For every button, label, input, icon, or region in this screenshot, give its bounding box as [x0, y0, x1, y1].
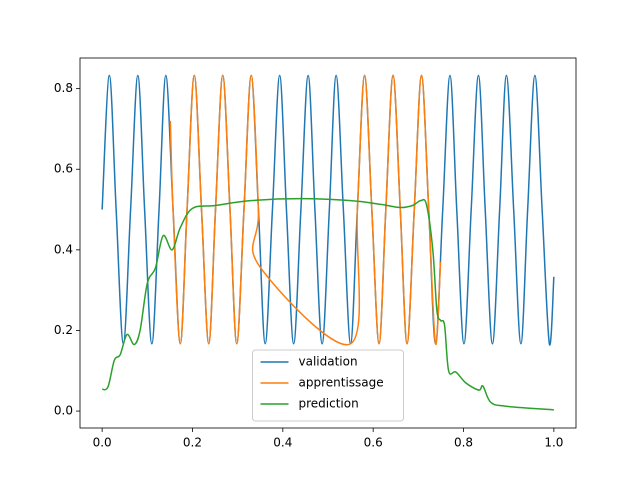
- axes-frame: [79, 57, 577, 429]
- x-tick-label: 0.8: [454, 436, 473, 450]
- x-tick-label: 0.0: [93, 436, 112, 450]
- x-tick-label: 0.4: [273, 436, 292, 450]
- legend-box: [252, 349, 404, 422]
- legend: validation apprentissage prediction: [252, 349, 404, 422]
- y-tick-label: 0.2: [54, 323, 73, 337]
- y-tick-label: 0.8: [54, 81, 73, 95]
- x-tick-label: 0.2: [183, 436, 202, 450]
- line-series: [101, 197, 554, 411]
- y-tick-label: 0.4: [54, 242, 73, 256]
- y-tick-label: 0.0: [54, 404, 73, 418]
- y-tick-label: 0.6: [54, 162, 73, 176]
- legend-label: validation: [299, 355, 358, 369]
- line-series: [169, 74, 442, 346]
- legend-label: apprentissage: [299, 376, 384, 390]
- x-tick-label: 0.6: [364, 436, 383, 450]
- legend-label: prediction: [299, 397, 359, 411]
- x-tick-label: 1.0: [544, 436, 563, 450]
